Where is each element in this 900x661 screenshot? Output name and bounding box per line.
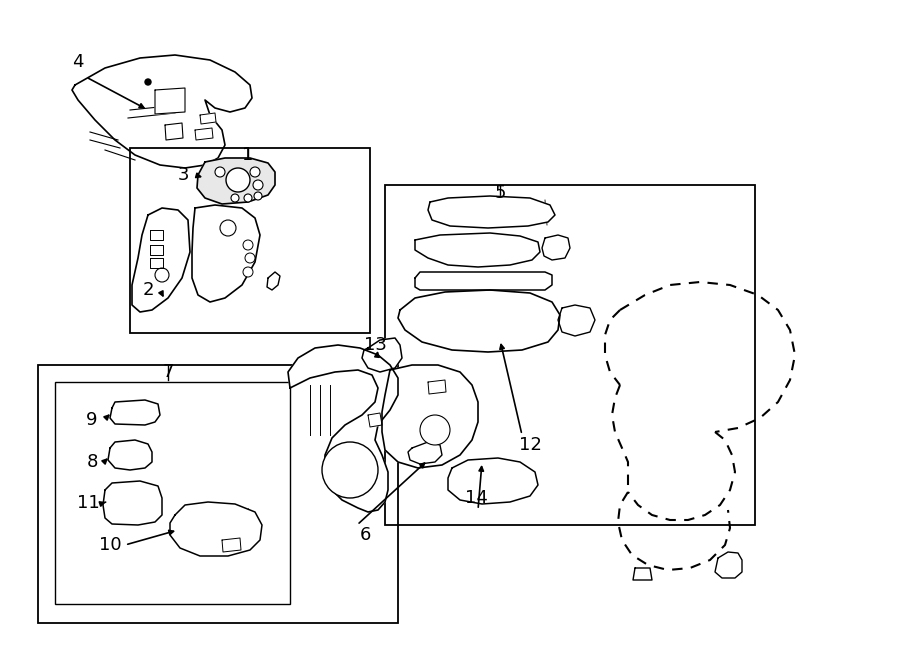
Polygon shape — [542, 235, 570, 260]
Text: 7: 7 — [162, 363, 174, 381]
Circle shape — [215, 167, 225, 177]
Polygon shape — [192, 205, 260, 302]
Circle shape — [145, 79, 151, 85]
Polygon shape — [110, 400, 160, 425]
Polygon shape — [368, 413, 382, 427]
Polygon shape — [150, 258, 163, 268]
Polygon shape — [195, 128, 213, 140]
Text: 13: 13 — [364, 336, 386, 354]
Text: 8: 8 — [86, 453, 98, 471]
Polygon shape — [267, 272, 280, 290]
Text: 12: 12 — [518, 436, 542, 454]
Polygon shape — [170, 502, 262, 556]
Polygon shape — [362, 338, 402, 372]
Polygon shape — [408, 442, 442, 464]
Polygon shape — [288, 345, 398, 512]
Polygon shape — [382, 365, 478, 468]
Polygon shape — [558, 305, 595, 336]
Polygon shape — [165, 123, 183, 140]
Bar — [130, 148, 370, 333]
Text: 3: 3 — [177, 166, 189, 184]
Text: 9: 9 — [86, 411, 98, 429]
Polygon shape — [72, 55, 252, 168]
Circle shape — [226, 168, 250, 192]
Text: 1: 1 — [242, 146, 254, 164]
Circle shape — [231, 194, 239, 202]
Circle shape — [322, 442, 378, 498]
Circle shape — [253, 180, 263, 190]
Polygon shape — [200, 113, 216, 124]
Polygon shape — [150, 230, 163, 240]
Polygon shape — [428, 380, 446, 394]
Text: 5: 5 — [494, 184, 506, 202]
Text: 6: 6 — [359, 526, 371, 544]
Polygon shape — [222, 538, 241, 552]
Polygon shape — [428, 196, 555, 228]
Circle shape — [250, 167, 260, 177]
Bar — [38, 365, 398, 623]
Polygon shape — [197, 158, 275, 204]
Text: 14: 14 — [464, 489, 488, 507]
Polygon shape — [715, 552, 742, 578]
Polygon shape — [415, 272, 552, 290]
Circle shape — [244, 194, 252, 202]
Polygon shape — [150, 245, 163, 255]
Bar — [385, 185, 755, 525]
Polygon shape — [633, 568, 652, 580]
Text: 2: 2 — [142, 281, 154, 299]
Text: 11: 11 — [76, 494, 99, 512]
Circle shape — [254, 192, 262, 200]
Circle shape — [155, 268, 169, 282]
Polygon shape — [155, 88, 185, 114]
Bar — [55, 382, 290, 604]
Circle shape — [220, 220, 236, 236]
Text: 4: 4 — [72, 53, 84, 71]
Polygon shape — [398, 290, 560, 352]
Polygon shape — [103, 481, 162, 525]
Circle shape — [243, 240, 253, 250]
Polygon shape — [132, 208, 190, 312]
Polygon shape — [448, 458, 538, 504]
Polygon shape — [415, 233, 540, 267]
Text: 10: 10 — [99, 536, 122, 554]
Circle shape — [243, 267, 253, 277]
Circle shape — [420, 415, 450, 445]
Polygon shape — [108, 440, 152, 470]
Circle shape — [245, 253, 255, 263]
